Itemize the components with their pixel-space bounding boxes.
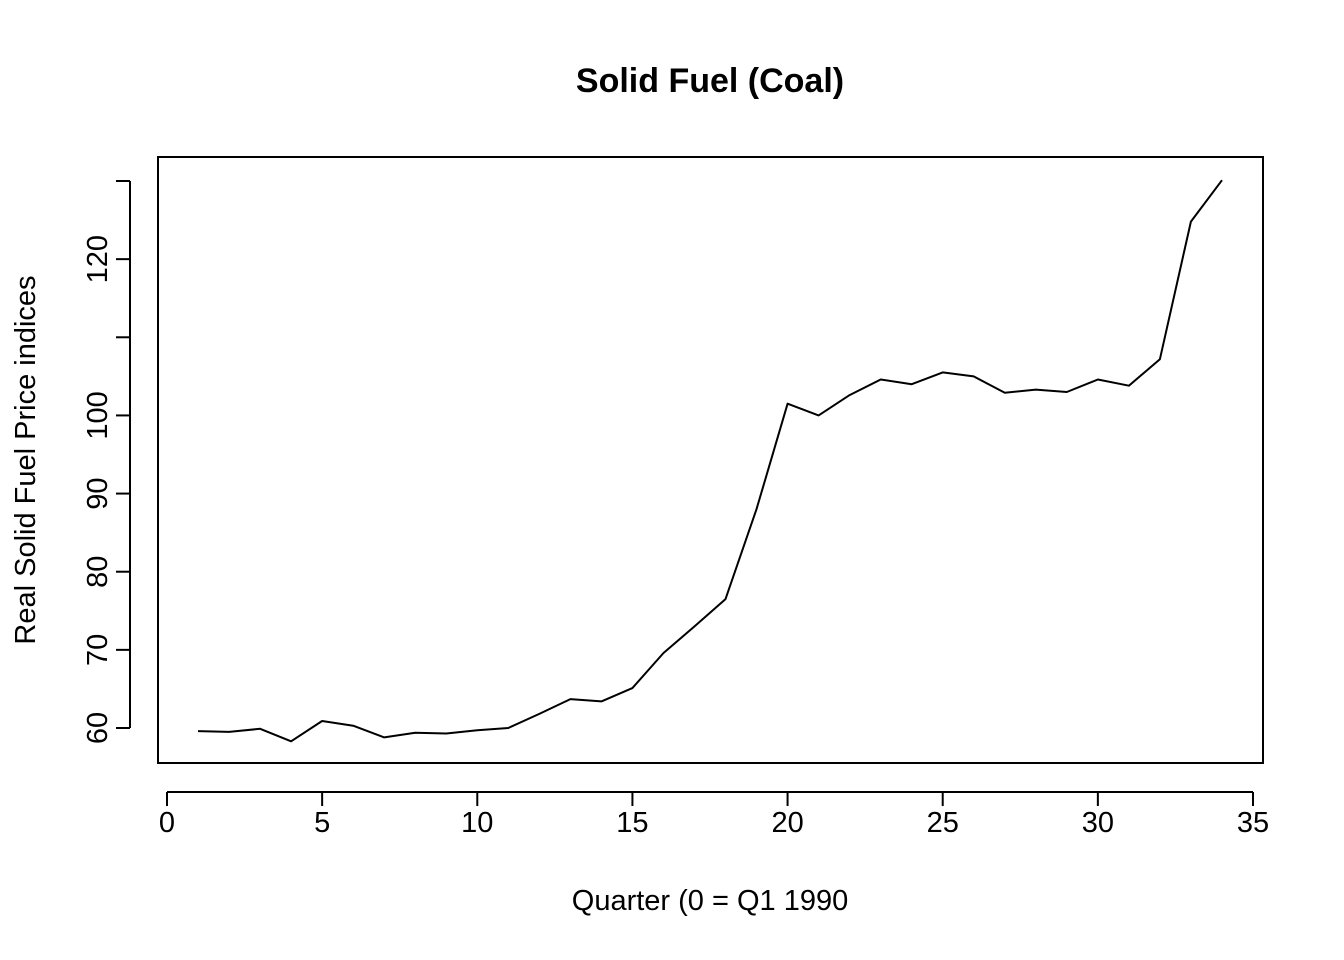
y-axis: 60 70 80 90 100 120 xyxy=(82,180,131,744)
chart-title: Solid Fuel (Coal) xyxy=(576,62,844,100)
plot-frame xyxy=(157,156,1264,764)
x-tick-label: 35 xyxy=(1237,807,1269,839)
x-axis: 0 5 10 15 20 25 30 35 xyxy=(159,791,1269,839)
y-tick-label: 90 xyxy=(82,477,114,509)
x-tick-label: 5 xyxy=(314,807,330,839)
x-tick-label: 10 xyxy=(461,807,493,839)
y-tick-label: 80 xyxy=(82,556,114,588)
series-layer xyxy=(197,179,1223,743)
y-axis-label: Real Solid Fuel Price indices xyxy=(10,275,42,644)
x-tick-label: 30 xyxy=(1082,807,1114,839)
y-tick-label: 60 xyxy=(82,712,114,744)
series-line xyxy=(197,179,1223,743)
y-tick-label: 120 xyxy=(82,235,114,283)
x-axis-label: Quarter (0 = Q1 1990 xyxy=(572,885,848,917)
x-tick-label: 25 xyxy=(927,807,959,839)
y-tick-label: 70 xyxy=(82,634,114,666)
x-tick-label: 20 xyxy=(771,807,803,839)
x-tick-label: 15 xyxy=(616,807,648,839)
y-tick-label: 100 xyxy=(82,391,114,439)
x-tick-label: 0 xyxy=(159,807,175,839)
